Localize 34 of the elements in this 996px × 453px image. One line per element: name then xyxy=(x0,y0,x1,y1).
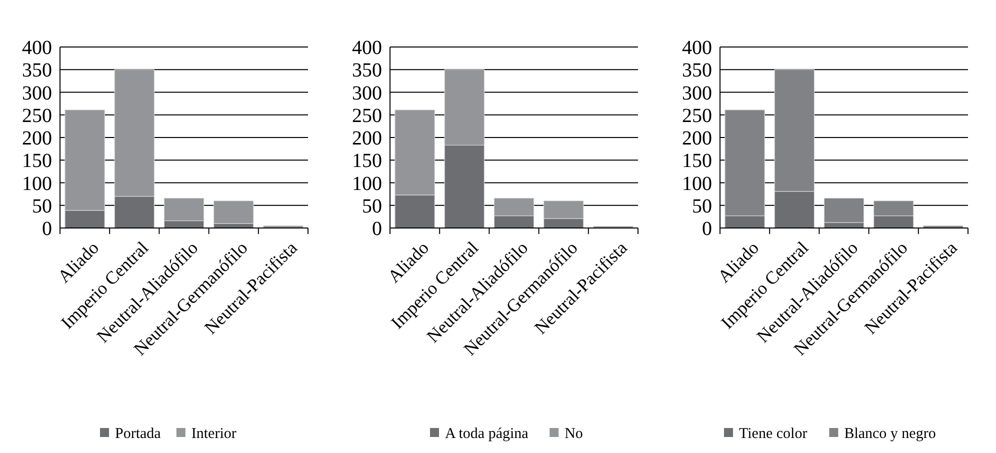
y-tick-label: 150 xyxy=(682,150,712,172)
y-tick-label: 0 xyxy=(42,218,52,240)
legend-label: Tiene color xyxy=(739,426,808,442)
y-tick-label: 250 xyxy=(22,104,52,127)
y-tick-label: 400 xyxy=(22,37,52,59)
y-tick-label: 150 xyxy=(352,150,382,172)
y-tick-label: 200 xyxy=(352,128,382,150)
y-tick-label: 100 xyxy=(682,172,712,195)
y-tick-label: 350 xyxy=(352,60,382,82)
y-tick-label: 300 xyxy=(352,82,382,104)
legend-label: Interior xyxy=(191,426,236,442)
legend-label: No xyxy=(564,426,583,442)
y-tick-label: 250 xyxy=(352,104,382,127)
y-tick-label: 400 xyxy=(352,37,382,59)
y-tick-label: 200 xyxy=(22,128,52,150)
y-tick-label: 300 xyxy=(22,82,52,104)
legend-label: A toda página xyxy=(445,426,529,442)
y-tick-label: 200 xyxy=(682,128,712,150)
y-tick-label: 300 xyxy=(682,82,712,104)
y-tick-label: 50 xyxy=(32,195,52,218)
y-tick-label: 400 xyxy=(682,37,712,59)
y-tick-label: 150 xyxy=(22,150,52,172)
y-tick-label: 350 xyxy=(22,60,52,82)
y-tick-label: 0 xyxy=(372,218,382,240)
y-tick-label: 100 xyxy=(22,172,52,195)
bar xyxy=(213,200,254,224)
y-tick-label: 50 xyxy=(692,195,712,218)
y-tick-label: 350 xyxy=(682,60,712,82)
y-tick-label: 50 xyxy=(362,195,382,218)
y-tick-label: 0 xyxy=(702,218,712,240)
y-tick-label: 100 xyxy=(352,172,382,195)
legend-label: Blanco y negro xyxy=(844,426,936,442)
legend-label: Portada xyxy=(115,426,162,442)
y-tick-label: 250 xyxy=(682,104,712,127)
